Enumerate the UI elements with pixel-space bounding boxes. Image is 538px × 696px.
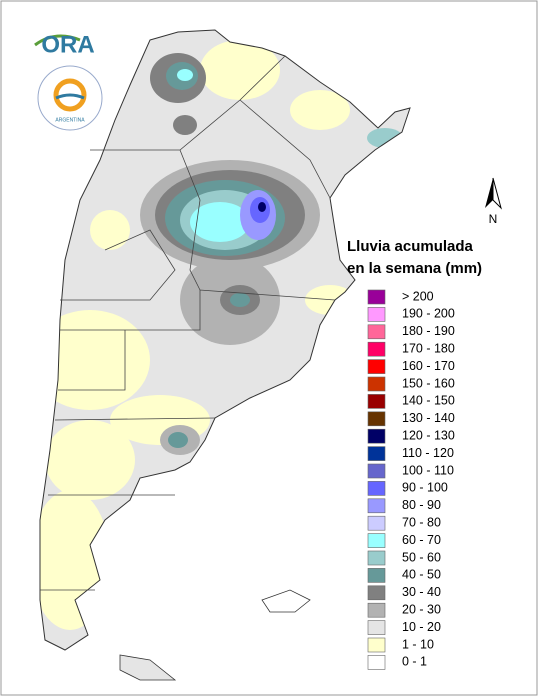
legend-label: 170 - 180 [402,341,455,355]
legend: Lluvia acumulada en la semana (mm) > 200 19… [347,238,482,670]
legend-swatch [367,515,386,531]
legend-swatch [367,324,386,340]
legend-title: en la semana (mm) [347,260,482,277]
legend-swatch [367,498,386,514]
legend-swatch [367,481,386,496]
legend-label: 10 - 20 [402,620,441,634]
logo: ORA ARGENTINA [34,31,103,131]
legend-swatch [367,376,386,392]
legend-swatch [367,637,386,653]
legend-label: 60 - 70 [402,533,441,547]
legend-swatch [367,655,386,670]
legend-label: 110 - 120 [402,446,454,460]
legend-swatch [367,394,386,409]
legend-label: 130 - 140 [402,411,455,425]
legend-label: 70 - 80 [402,515,441,529]
legend-label: 1 - 10 [402,637,434,651]
legend-label: 150 - 160 [402,376,455,390]
legend-label: 50 - 60 [402,550,441,564]
seal-text: ARGENTINA [55,117,85,123]
legend-swatch [367,550,386,566]
legend-label: 0 - 1 [402,655,427,669]
legend-swatch [367,463,386,479]
legend-swatch [367,359,386,374]
legend-swatch [367,411,386,427]
legend-swatch [367,289,386,305]
north-arrow: N [485,177,502,226]
legend-label: 40 - 50 [402,568,441,582]
legend-label: 30 - 40 [402,585,441,599]
legend-label: 90 - 100 [402,481,448,495]
legend-swatch [367,585,386,601]
legend-swatch [367,620,386,635]
legend-label: 100 - 110 [402,463,454,477]
legend-swatch [367,341,386,357]
logo-text: ORA [41,31,94,58]
legend-label: 160 - 170 [402,359,455,373]
legend-label: 180 - 190 [402,324,455,338]
legend-swatch [367,428,386,444]
legend-label: > 200 [402,289,434,303]
legend-swatch [367,446,386,461]
legend-swatch [367,307,386,322]
legend-label: 140 - 150 [402,394,455,408]
north-label: N [489,212,498,226]
legend-label: 80 - 90 [402,498,441,512]
legend-swatch [367,602,386,618]
legend-title: Lluvia acumulada [347,238,474,255]
legend-label: 190 - 200 [402,307,455,321]
legend-label: 120 - 130 [402,428,455,442]
legend-swatch [367,533,386,548]
legend-swatch [367,568,386,583]
legend-label: 20 - 30 [402,602,441,616]
